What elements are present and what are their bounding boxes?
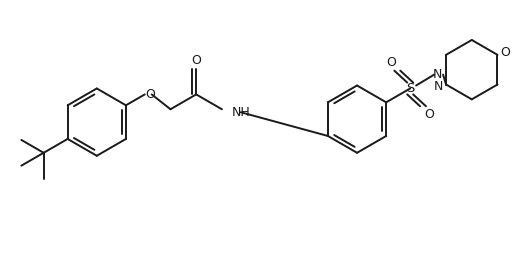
Text: NH: NH <box>232 106 251 119</box>
Text: O: O <box>192 54 201 67</box>
Text: S: S <box>406 82 414 95</box>
Text: O: O <box>145 88 155 101</box>
Text: O: O <box>386 56 396 69</box>
Text: N: N <box>434 80 443 93</box>
Text: O: O <box>501 46 510 59</box>
Text: N: N <box>433 68 442 81</box>
Text: O: O <box>424 108 434 121</box>
